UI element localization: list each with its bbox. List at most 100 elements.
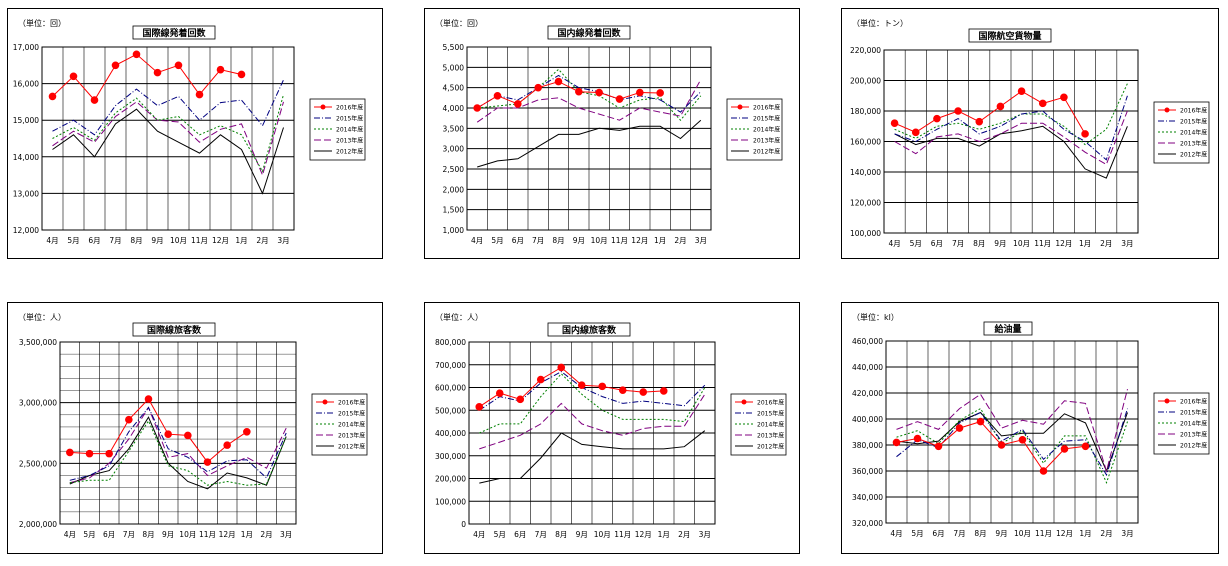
- legend-label: 2015年度: [338, 410, 365, 418]
- x-tick-label: 6月: [932, 529, 944, 538]
- legend-label: 2016年度: [336, 104, 363, 112]
- x-tick-label: 6月: [514, 530, 526, 539]
- data-point: [475, 403, 484, 411]
- data-point: [1039, 467, 1048, 475]
- data-point: [911, 128, 920, 137]
- legend-label: 2016年度: [1180, 107, 1207, 115]
- x-tick-label: 12月: [1056, 529, 1073, 538]
- data-point: [223, 441, 231, 449]
- x-tick-label: 12月: [212, 236, 229, 245]
- legend-label: 2013年度: [338, 432, 365, 440]
- data-point: [598, 382, 607, 391]
- y-tick-label: 200,000: [435, 475, 466, 484]
- x-tick-label: 12月: [219, 530, 236, 539]
- chart-svg-0: （単位：回） 12,000 13,000 14,000 15,000 16,000 17,0…: [13, 18, 366, 245]
- x-tick-label: 8月: [974, 529, 986, 538]
- y-tick-label: 160,000: [850, 138, 881, 147]
- unit-label: （単位：kl）: [852, 312, 899, 322]
- x-tick-label: 1月: [1079, 529, 1091, 538]
- chart-title-box: [132, 322, 216, 337]
- series-line: [69, 416, 287, 490]
- data-point: [554, 77, 563, 86]
- unit-label: （単位：回）: [435, 18, 483, 28]
- series-line: [896, 388, 1128, 473]
- data-point: [913, 434, 922, 443]
- data-point: [195, 90, 204, 99]
- x-tick-label: 5月: [83, 530, 95, 539]
- y-tick-label: 220,000: [850, 46, 881, 55]
- legend-label: 2013年度: [1180, 431, 1207, 439]
- data-point: [892, 438, 901, 447]
- y-tick-label: 500,000: [435, 406, 466, 415]
- x-tick-label: 4月: [888, 239, 900, 248]
- series-line: [52, 53, 242, 101]
- x-tick-label: 10月: [591, 236, 608, 245]
- plot-frame: [883, 49, 1139, 234]
- legend-marker: [1164, 398, 1170, 404]
- legend-label: 2014年度: [757, 421, 784, 429]
- data-point: [1060, 445, 1069, 453]
- y-tick-label: 320,000: [852, 519, 883, 528]
- chart-svg-1: （単位：回） 1,000 1,500 2,000 2,500 3,000 3,500 4,00…: [435, 18, 783, 245]
- data-point: [933, 114, 941, 123]
- data-point: [111, 61, 120, 70]
- x-tick-label: 7月: [109, 236, 121, 245]
- legend-marker: [322, 399, 328, 405]
- x-tick-label: 3月: [1121, 529, 1133, 538]
- series-line: [69, 398, 248, 463]
- data-point: [1081, 130, 1089, 138]
- data-point: [1017, 87, 1026, 95]
- legend-label: 2015年度: [336, 115, 363, 123]
- series-line: [52, 94, 284, 173]
- data-point: [164, 430, 172, 439]
- data-point: [659, 387, 668, 395]
- legend-label: 2014年度: [1180, 129, 1207, 137]
- y-tick-label: 800,000: [435, 338, 466, 347]
- x-tick-label: 8月: [552, 236, 564, 245]
- x-tick-label: 11月: [611, 236, 628, 245]
- x-tick-label: 6月: [88, 236, 100, 245]
- data-point: [174, 61, 183, 70]
- series-line: [479, 371, 706, 411]
- y-tick-label: 1,000: [443, 226, 465, 235]
- x-tick-label: 1月: [1079, 239, 1091, 248]
- data-point: [243, 427, 251, 436]
- data-point: [996, 102, 1005, 111]
- data-point: [595, 88, 603, 97]
- data-point: [237, 70, 246, 79]
- legend-label: 2012年度: [1180, 442, 1207, 450]
- legend-label: 2012年度: [753, 148, 780, 156]
- legend-marker: [320, 104, 326, 110]
- chart-panel-5: （単位：kl） 320,000 340,000 360,000 380,000 400,0…: [841, 302, 1219, 554]
- y-tick-label: 360,000: [852, 467, 883, 476]
- series-line: [479, 430, 706, 484]
- y-tick-label: 700,000: [435, 361, 466, 370]
- y-tick-label: 300,000: [435, 452, 466, 461]
- chart-title: 国際航空貨物量: [978, 30, 1041, 42]
- series-line: [52, 101, 284, 177]
- x-tick-label: 10月: [594, 530, 611, 539]
- x-tick-label: 2月: [256, 236, 268, 245]
- y-tick-label: 12,000: [13, 226, 39, 235]
- series-line: [476, 74, 702, 113]
- legend-marker: [737, 104, 743, 110]
- x-tick-label: 11月: [191, 236, 208, 245]
- x-tick-label: 3月: [695, 236, 707, 245]
- y-tick-label: 400,000: [435, 429, 466, 438]
- y-tick-label: 100,000: [850, 229, 881, 238]
- data-point: [216, 65, 225, 74]
- x-tick-label: 9月: [151, 236, 163, 245]
- y-tick-label: 120,000: [850, 199, 881, 208]
- y-tick-label: 4,000: [443, 104, 465, 113]
- plot-frame: [41, 46, 295, 231]
- chart-title: 国際線旅客数: [147, 324, 202, 336]
- x-tick-label: 2月: [260, 530, 272, 539]
- x-tick-label: 1月: [654, 236, 666, 245]
- data-point: [955, 424, 964, 432]
- y-tick-label: 2,000,000: [19, 520, 57, 529]
- data-point: [144, 395, 153, 403]
- data-point: [184, 431, 192, 440]
- x-tick-label: 8月: [973, 239, 985, 248]
- y-tick-label: 1,500: [443, 206, 465, 215]
- x-tick-label: 11月: [199, 530, 216, 539]
